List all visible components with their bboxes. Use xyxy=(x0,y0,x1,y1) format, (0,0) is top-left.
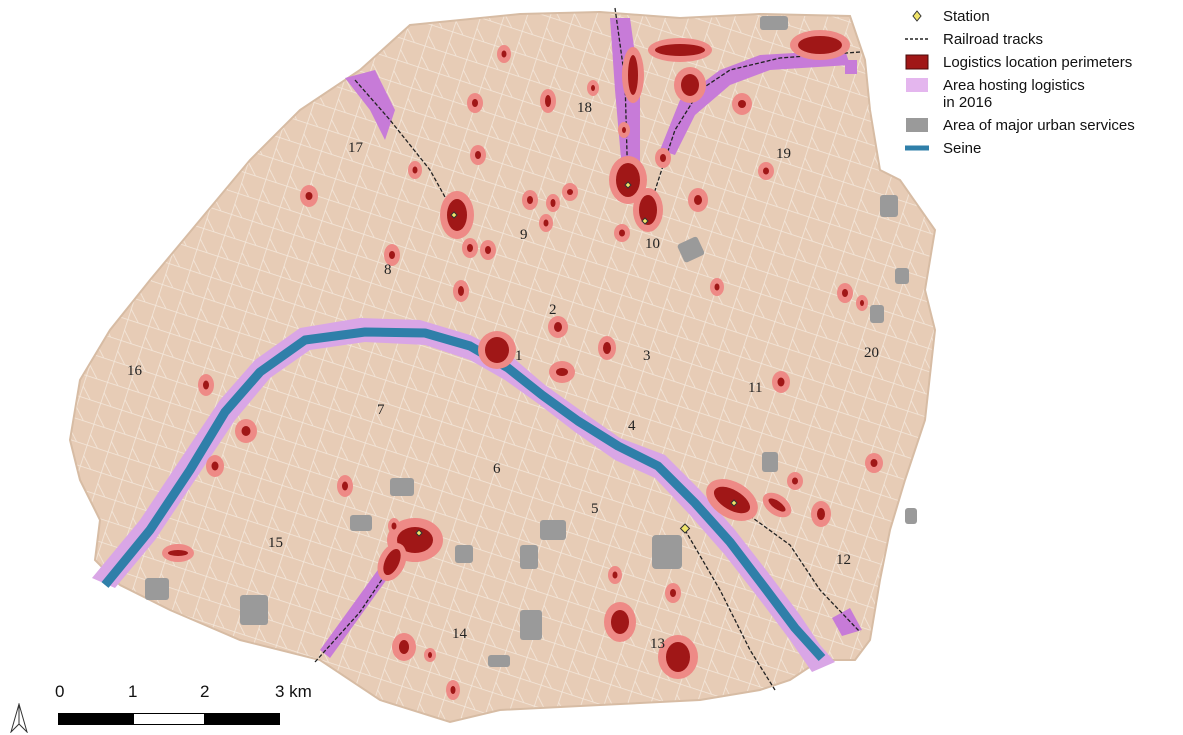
urban-service-area xyxy=(760,16,788,30)
station-diamond-icon xyxy=(912,10,922,22)
logistics-perimeter xyxy=(633,188,663,232)
arrondissement-labels: 1 2 3 4 5 6 7 8 9 10 11 12 13 14 15 16 1… xyxy=(127,100,879,652)
arrondissement-label: 9 xyxy=(520,227,528,243)
logistics-perimeter xyxy=(658,635,698,679)
legend-item-logistics-perimeters: Logistics location perimeters xyxy=(905,54,1180,71)
legend-label: Railroad tracks xyxy=(943,31,1044,48)
arrondissement-label: 14 xyxy=(452,626,468,642)
east-track-logistics xyxy=(660,50,850,155)
urban-service-area xyxy=(677,236,705,263)
urban-services-areas xyxy=(145,16,917,667)
scale-tick-label: 2 xyxy=(200,682,210,701)
northwest-track-logistics xyxy=(345,70,395,140)
logistics-perimeter xyxy=(790,30,850,60)
legend-item-urban-services: Area of major urban services xyxy=(905,117,1180,134)
arrondissement-label: 11 xyxy=(748,380,762,396)
scale-segment xyxy=(58,713,133,725)
stations xyxy=(415,181,738,537)
arrondissement-label: 6 xyxy=(493,461,501,477)
station-marker xyxy=(450,211,458,219)
southwest-track-logistics xyxy=(320,560,395,658)
arrondissement-label: 19 xyxy=(776,146,791,162)
arrondissement-label: 4 xyxy=(628,418,636,434)
logistics-perimeter xyxy=(478,331,516,369)
legend-item-station: Station xyxy=(905,8,1180,25)
station-marker xyxy=(730,499,738,507)
scale-bar: 0 1 2 3 km xyxy=(40,680,340,735)
urban-service-area xyxy=(880,195,898,217)
urban-service-area xyxy=(905,508,917,524)
northeast-logistics xyxy=(845,60,857,74)
station-marker xyxy=(415,529,423,537)
arrondissement-label: 13 xyxy=(650,636,665,652)
arrondissement-label: 12 xyxy=(836,552,851,568)
arrondissement-label: 10 xyxy=(645,236,660,252)
legend-item-railroad: Railroad tracks xyxy=(905,31,1180,48)
railroad-track xyxy=(684,529,776,691)
legend-item-logistics-2016: Area hosting logistics in 2016 xyxy=(905,77,1180,111)
dashed-line-icon xyxy=(905,38,929,40)
seine-river xyxy=(101,327,826,662)
scale-segment xyxy=(133,713,205,725)
urban-service-area xyxy=(520,545,538,569)
southeast-logistics xyxy=(832,608,862,636)
logistics-perimeter xyxy=(674,67,706,103)
map-legend: Station Railroad tracks Logistics locati… xyxy=(905,8,1180,163)
logistics-perimeters xyxy=(162,30,883,700)
scale-tick-label: 1 xyxy=(128,682,138,701)
station-marker xyxy=(641,217,649,225)
urban-service-area xyxy=(762,452,778,472)
arrondissement-label: 17 xyxy=(348,140,364,156)
railroad-track xyxy=(734,504,861,633)
urban-service-area xyxy=(455,545,473,563)
arrondissement-label: 16 xyxy=(127,363,143,379)
arrondissement-label: 5 xyxy=(591,501,599,517)
legend-label: Area of major urban services xyxy=(943,117,1135,134)
station-marker xyxy=(624,181,632,189)
railroad-track xyxy=(354,79,456,216)
urban-service-area xyxy=(895,268,909,284)
arrondissement-label: 7 xyxy=(377,402,385,418)
north-arrow-icon xyxy=(10,703,28,733)
urban-service-area xyxy=(145,578,169,600)
urban-service-area xyxy=(240,595,268,625)
logistics-perimeter xyxy=(706,479,758,521)
arrondissement-label: 1 xyxy=(515,348,523,364)
arrondissement-label: 8 xyxy=(384,262,392,278)
logistics-perimeter xyxy=(377,543,407,581)
urban-service-area xyxy=(520,610,542,640)
logistics-perimeter-core xyxy=(168,50,878,694)
legend-label: Area hosting logistics in 2016 xyxy=(943,77,1085,111)
arrondissement-label: 18 xyxy=(577,100,592,116)
urban-service-area xyxy=(652,535,682,569)
urban-service-area xyxy=(540,520,566,540)
grey-box-icon xyxy=(906,118,928,132)
scale-tick-label: 3 km xyxy=(275,682,312,701)
arrondissement-label: 2 xyxy=(549,302,557,318)
logistics-perimeter xyxy=(609,156,647,204)
legend-label: Station xyxy=(943,8,990,25)
scale-tick-label: 0 xyxy=(55,682,65,701)
dark-red-box-icon xyxy=(905,54,929,70)
urban-service-area xyxy=(390,478,414,496)
light-pink-box-icon xyxy=(906,78,928,92)
arrondissement-label: 15 xyxy=(268,535,283,551)
station-marker xyxy=(679,523,691,534)
logistics-perimeter xyxy=(604,602,636,642)
blue-line-icon xyxy=(905,145,929,151)
legend-item-seine: Seine xyxy=(905,140,1180,157)
logistics-perimeter xyxy=(648,38,712,62)
railroad-track xyxy=(644,51,861,223)
arrondissement-label: 3 xyxy=(643,348,651,364)
urban-service-area xyxy=(870,305,884,323)
logistics-perimeter xyxy=(622,47,644,103)
legend-label: Logistics location perimeters xyxy=(943,54,1133,71)
urban-service-area xyxy=(350,515,372,531)
arrondissement-label: 20 xyxy=(864,345,879,361)
urban-service-area xyxy=(488,655,510,667)
legend-label: Seine xyxy=(943,140,982,157)
scale-segment xyxy=(205,713,280,725)
